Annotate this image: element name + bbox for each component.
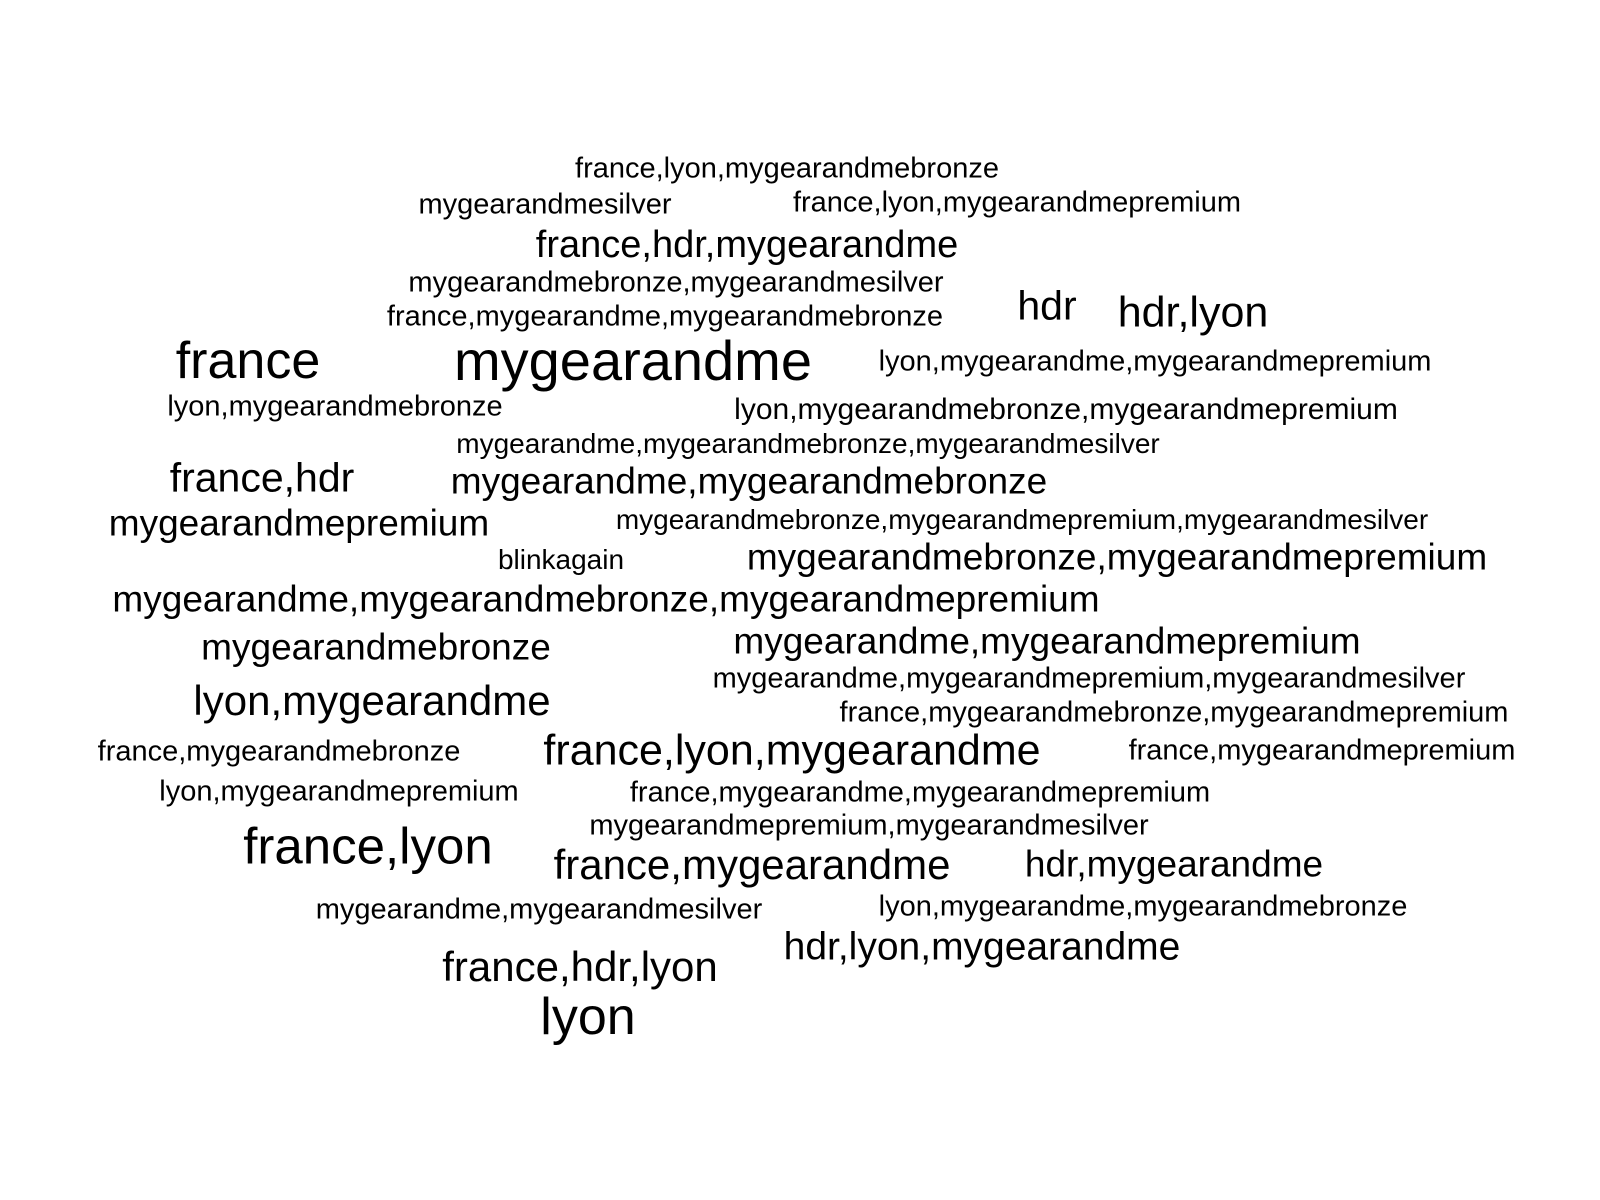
word-3: france,hdr,mygearandme [535,224,959,266]
word-38: france,hdr,lyon [442,943,718,990]
word-32: france,lyon [243,817,493,875]
word-14: france,hdr [169,454,355,501]
word-25: france,mygearandmebronze,mygearandmeprem… [839,696,1509,729]
word-39: lyon [540,988,636,1046]
word-23: mygearandme,mygearandmepremium,mygearand… [712,662,1466,695]
word-4: mygearandmebronze,mygearandmesilver [408,266,944,299]
word-30: france,mygearandme,mygearandmepremium [629,776,1211,809]
word-33: france,mygearandme [553,841,951,888]
word-17: mygearandmebronze,mygearandmepremium,myg… [615,504,1429,535]
word-12: lyon,mygearandmebronze,mygearandmepremiu… [734,393,1398,426]
word-15: mygearandme,mygearandmebronze [450,460,1048,502]
word-24: lyon,mygearandme [193,677,551,724]
word-0: france,lyon,mygearandmebronze [575,152,999,185]
word-21: mygearandmebronze [201,626,551,668]
word-22: mygearandme,mygearandmepremium [733,620,1361,662]
word-36: lyon,mygearandme,mygearandmebronze [878,890,1408,923]
word-1: mygearandmesilver [418,188,672,221]
word-28: france,mygearandmepremium [1128,734,1516,767]
word-37: hdr,lyon,mygearandme [783,925,1181,969]
word-13: mygearandme,mygearandmebronze,mygearandm… [456,428,1160,459]
word-29: lyon,mygearandmepremium [159,775,519,808]
word-26: france,mygearandmebronze [97,735,461,768]
word-10: lyon,mygearandme,mygearandmepremium [878,345,1432,378]
word-27: france,lyon,mygearandme [543,726,1041,775]
word-2: france,lyon,mygearandmepremium [792,186,1242,219]
word-20: mygearandme,mygearandmebronze,mygearandm… [112,578,1100,620]
word-16: mygearandmepremium [108,502,490,544]
word-11: lyon,mygearandmebronze [167,390,503,423]
word-35: mygearandme,mygearandmesilver [315,893,763,926]
word-31: mygearandmepremium,mygearandmesilver [589,809,1149,842]
word-9: mygearandme [454,329,812,392]
word-6: hdr [1017,282,1077,329]
word-8: france [175,332,321,390]
word-7: hdr,lyon [1117,288,1269,337]
word-18: blinkagain [497,544,625,575]
word-5: france,mygearandme,mygearandmebronze [386,300,944,333]
word-19: mygearandmebronze,mygearandmepremium [746,536,1488,578]
word-34: hdr,mygearandme [1024,843,1324,885]
